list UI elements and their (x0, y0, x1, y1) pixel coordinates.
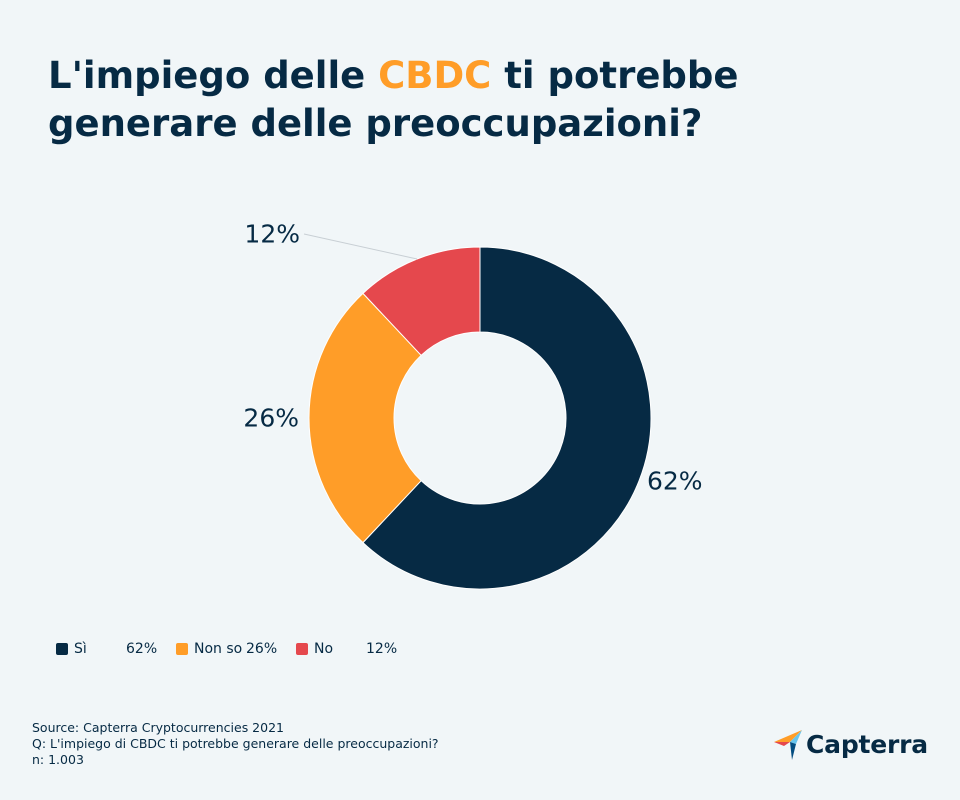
footer-sample: n: 1.003 (32, 752, 84, 767)
title-text-after: ti potrebbe generare delle preoccupazion… (48, 54, 739, 145)
title-text-before: L'impiego delle (48, 54, 379, 97)
donut-slice-0 (362, 246, 652, 590)
capterra-logo: Capterra (774, 728, 928, 762)
donut-slices (308, 246, 652, 590)
title-highlight: CBDC (378, 54, 492, 97)
legend-value-si: 62% (126, 641, 158, 657)
donut-slice-1 (308, 292, 422, 544)
footer-notes: Source: Capterra Cryptocurrencies 2021 Q… (32, 720, 439, 768)
leader-line-2 (303, 233, 418, 260)
legend-swatch-non-so (176, 643, 188, 655)
chart-title: L'impiego delle CBDC ti potrebbe generar… (48, 52, 928, 148)
legend-value-no: 12% (366, 641, 398, 657)
footer-source: Source: Capterra Cryptocurrencies 2021 (32, 720, 284, 735)
slice-value-label-0: 62% (647, 466, 703, 495)
capterra-arrow-icon (774, 730, 802, 760)
donut-slice-2 (362, 246, 481, 357)
legend-label-no: No (314, 641, 334, 657)
legend-label-non-so: Non so (194, 641, 243, 657)
legend-swatch-no (296, 643, 308, 655)
logo-text: Capterra (806, 730, 928, 759)
legend-swatch-si (56, 643, 68, 655)
legend-value-non-so: 26% (246, 641, 278, 657)
slice-value-label-2: 12% (244, 220, 300, 249)
legend-label-si: Sì (74, 641, 87, 657)
slice-value-label-1: 26% (243, 404, 299, 433)
footer-question: Q: L'impiego di CBDC ti potrebbe generar… (32, 736, 439, 751)
donut-labels: 62% 26% 12% (243, 220, 702, 496)
